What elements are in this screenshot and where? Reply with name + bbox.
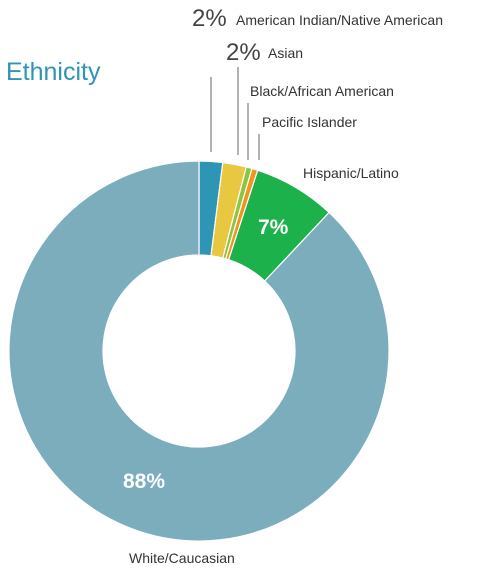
pct-label-hispanic: 7% <box>258 216 289 239</box>
donut-slices <box>8 160 390 542</box>
pct-label-asian: 2% <box>226 39 261 66</box>
chart-title: Ethnicity <box>6 58 101 86</box>
leader-lines <box>210 67 260 160</box>
category-label-pacific-islander: Pacific Islander <box>262 114 357 130</box>
pct-label-white: 88% <box>123 470 165 493</box>
category-label-american-indian: American Indian/Native American <box>236 12 443 28</box>
category-label-black: Black/African American <box>250 83 394 99</box>
slice-labels: 2% American Indian/Native American 2% As… <box>123 5 443 566</box>
category-label-hispanic: Hispanic/Latino <box>303 165 399 181</box>
slice-white-caucasian <box>8 160 390 542</box>
category-label-asian: Asian <box>268 45 303 61</box>
category-label-white: White/Caucasian <box>129 550 235 566</box>
pct-label-american-indian: 2% <box>192 5 227 32</box>
